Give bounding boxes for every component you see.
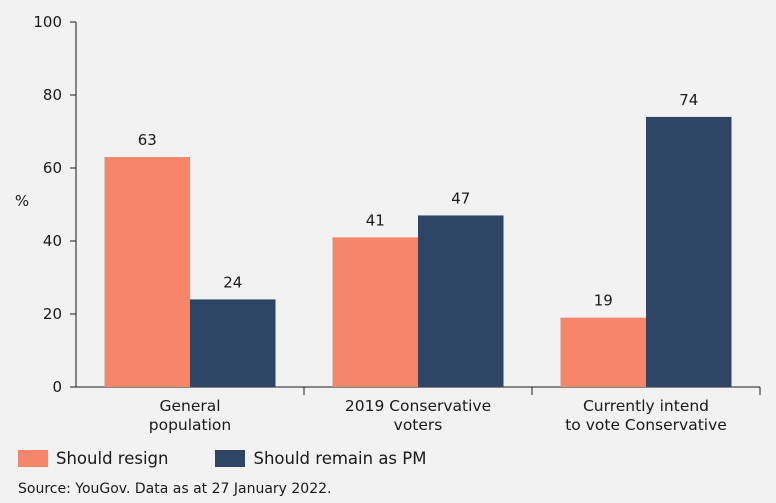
x-category-label: Currently intend (583, 397, 709, 415)
legend-label-resign: Should resign (56, 449, 169, 468)
data-label: 63 (138, 131, 157, 149)
legend-swatch-resign (18, 450, 48, 467)
legend-item-resign: Should resign (18, 449, 168, 468)
x-category-label: population (149, 416, 231, 434)
data-label: 47 (451, 189, 470, 207)
bar (560, 317, 646, 387)
bar (190, 299, 276, 387)
y-tick-label: 0 (52, 378, 62, 396)
y-tick-label: 80 (43, 86, 62, 104)
legend-item-remain: Should remain as PM (215, 449, 426, 468)
x-category-label: 2019 Conservative (345, 397, 491, 415)
bar (104, 157, 190, 387)
bar (332, 237, 418, 387)
legend-label-remain: Should remain as PM (253, 449, 427, 468)
data-label: 74 (679, 91, 698, 109)
data-label: 24 (223, 273, 242, 291)
y-axis-label: % (15, 192, 29, 210)
bar (646, 116, 732, 388)
x-category-label: General (159, 397, 220, 415)
data-label: 19 (594, 292, 613, 310)
x-category-label: to vote Conservative (565, 416, 727, 434)
y-tick-label: 100 (33, 13, 62, 31)
y-tick-label: 60 (43, 159, 62, 177)
legend-swatch-remain (215, 450, 246, 467)
y-tick-label: 20 (43, 305, 62, 323)
y-tick-label: 40 (43, 232, 62, 250)
bar (418, 215, 504, 387)
legend: Should resign Should remain as PM (18, 449, 473, 468)
source-note: Source: YouGov. Data as at 27 January 20… (18, 481, 332, 497)
x-category-label: voters (394, 416, 443, 434)
data-label: 41 (366, 211, 385, 229)
